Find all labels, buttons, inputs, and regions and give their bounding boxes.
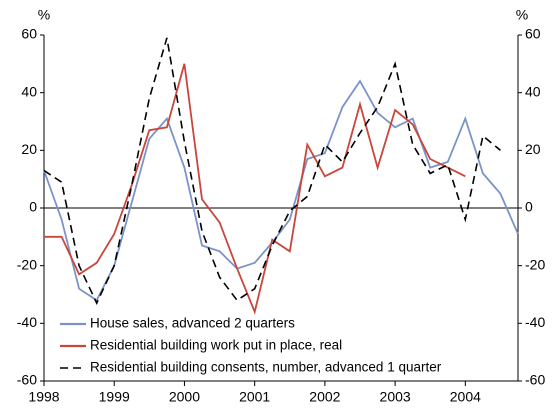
legend-label: Residential building work put in place, …	[90, 338, 342, 353]
y-tick-label: -40	[17, 314, 37, 330]
legend-label: House sales, advanced 2 quarters	[90, 316, 295, 331]
y-tick-label: 40	[21, 83, 37, 99]
x-tick-label: 2001	[239, 389, 270, 405]
y2-tick-label: 40	[525, 83, 541, 99]
x-tick-label: 2004	[450, 389, 481, 405]
y2-tick-label: -60	[525, 372, 545, 388]
x-tick-label: 2000	[169, 389, 200, 405]
y-tick-label: 60	[21, 26, 37, 42]
x-tick-label: 2002	[309, 389, 340, 405]
y-tick-label: -60	[17, 372, 37, 388]
x-tick-label: 1999	[99, 389, 130, 405]
y-tick-label: 20	[21, 141, 37, 157]
series-line	[44, 63, 466, 315]
y2-tick-label: -40	[525, 314, 545, 330]
y2-tick-label: 20	[525, 141, 541, 157]
y-tick-label: 0	[29, 199, 37, 215]
series-line	[43, 37, 501, 305]
legend-label: Residential building consents, number, a…	[90, 360, 442, 375]
x-tick-label: 2003	[380, 389, 411, 405]
y2-axis-unit: %	[516, 7, 528, 23]
y-axis-unit: %	[38, 7, 50, 23]
y2-tick-label: 60	[525, 26, 541, 42]
y2-tick-label: -20	[525, 256, 545, 272]
y2-tick-label: 0	[525, 199, 533, 215]
y-tick-label: -20	[17, 256, 37, 272]
series-line	[43, 79, 519, 302]
x-tick-label: 1998	[28, 389, 59, 405]
